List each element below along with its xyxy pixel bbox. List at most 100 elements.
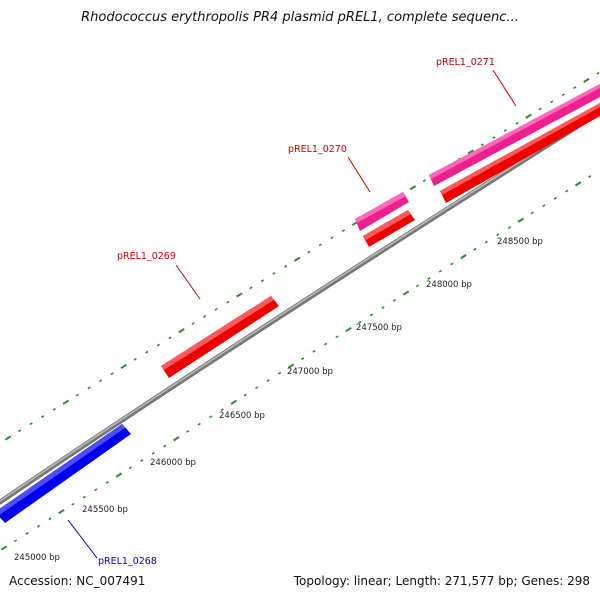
lower-track-tick <box>460 254 467 260</box>
coordinate-label-246000: 246000 bp <box>150 458 196 468</box>
upper-track-tick <box>467 149 474 155</box>
coordinate-label-245500: 245500 bp <box>82 505 128 515</box>
gene-label-pREL1_0268[interactable]: pREL1_0268 <box>98 556 157 567</box>
lower-track-tick <box>438 269 443 273</box>
upper-track-tick <box>226 300 230 304</box>
accession-text: Accession: NC_007491 <box>9 574 146 588</box>
lower-track-tick <box>0 545 8 551</box>
lower-track-tick <box>230 399 237 405</box>
upper-track-tick <box>133 357 137 361</box>
upper-track-tick <box>293 256 301 262</box>
plasmid-backbone <box>0 109 600 505</box>
lower-track-tick <box>565 189 569 193</box>
lower-track-tick <box>71 502 75 506</box>
upper-track-tick <box>409 185 417 191</box>
upper-track-tick <box>41 415 45 418</box>
gene-pREL1_0268[interactable] <box>0 424 131 523</box>
upper-track-tick <box>480 143 484 147</box>
upper-track-tick <box>341 229 346 232</box>
gene-pREL1_0270-red-bar-top <box>363 210 411 240</box>
lower-track-tick <box>553 196 557 200</box>
leader-line-pREL1_0270 <box>347 156 371 193</box>
lower-track-tick <box>517 217 525 223</box>
upper-track-tick <box>178 328 185 334</box>
lower-track-tick <box>335 335 339 339</box>
plasmid-backbone-highlight <box>0 110 600 502</box>
lower-track-tick <box>220 408 224 412</box>
lower-tick-track <box>0 175 592 551</box>
upper-track-tick <box>561 93 565 97</box>
lower-track-tick <box>392 298 397 302</box>
gene-label-pREL1_0269[interactable]: pREL1_0269 <box>117 251 176 262</box>
lower-track-tick <box>140 459 144 462</box>
upper-track-tick <box>538 107 542 111</box>
map-title: Rhodococcus erythropolis PR4 plasmid pRE… <box>81 10 519 25</box>
upper-track-tick <box>168 336 172 340</box>
gene-label-pREL1_0270[interactable]: pREL1_0270 <box>288 144 347 155</box>
gene-pREL1_0268-bar <box>0 424 131 523</box>
lower-track-tick <box>151 451 155 455</box>
lower-track-tick <box>473 247 477 251</box>
upper-track-tick <box>492 136 496 140</box>
upper-track-tick <box>307 250 311 254</box>
lower-track-tick <box>266 379 270 382</box>
upper-track-tick <box>203 315 207 318</box>
gene-pREL1_0270[interactable] <box>355 192 415 247</box>
lower-track-tick <box>186 430 190 433</box>
upper-track-tick <box>120 363 127 370</box>
lower-track-tick <box>36 524 41 528</box>
lower-track-tick <box>496 233 500 237</box>
lower-track-tick <box>381 306 385 310</box>
upper-track-tick <box>330 236 334 240</box>
lower-track-tick <box>427 277 431 280</box>
lower-track-tick <box>105 481 109 484</box>
gene-pREL1_0269[interactable] <box>161 296 279 378</box>
upper-track-tick <box>583 77 590 83</box>
leader-line-pREL1_0268 <box>67 519 98 559</box>
lower-track-tick <box>323 342 328 346</box>
coordinate-label-247000: 247000 bp <box>287 367 333 377</box>
lower-track-tick <box>345 326 352 333</box>
lower-track-tick <box>278 371 282 375</box>
upper-track-tick <box>191 322 195 325</box>
upper-track-tick <box>110 372 114 376</box>
upper-track-tick <box>156 343 161 347</box>
gene-pREL1_0269-bar <box>161 296 279 378</box>
upper-track-tick <box>596 71 600 75</box>
lower-track-tick <box>312 349 316 353</box>
leader-line-pREL1_0269 <box>175 264 201 300</box>
lower-track-tick <box>209 415 213 419</box>
lower-track-tick <box>415 284 420 288</box>
lower-track-tick <box>300 357 305 361</box>
gene-pREL1_0271[interactable] <box>429 84 600 203</box>
upper-track-tick <box>573 86 577 89</box>
lower-track-tick <box>128 466 132 470</box>
upper-track-tick <box>52 408 56 411</box>
gene-pREL1_0270-pink-bar-top <box>355 192 406 223</box>
upper-track-tick <box>214 307 218 311</box>
lower-track-tick <box>13 539 18 543</box>
upper-track-tick <box>98 379 103 383</box>
upper-track-tick <box>515 121 519 125</box>
lower-track-tick <box>287 363 295 369</box>
lower-track-tick <box>542 204 546 208</box>
lower-track-tick <box>574 181 582 187</box>
upper-track-tick <box>75 393 80 397</box>
upper-track-tick <box>525 113 532 119</box>
lower-track-tick <box>358 320 362 324</box>
leader-line-pREL1_0271 <box>492 69 517 107</box>
lower-track-tick <box>484 240 488 244</box>
upper-track-tick <box>29 422 33 426</box>
gene-pREL1_0271-red-bar-top <box>440 103 600 195</box>
lower-track-tick <box>255 386 259 390</box>
upper-track-tick <box>318 243 322 247</box>
gene-label-pREL1_0271[interactable]: pREL1_0271 <box>436 57 495 68</box>
upper-track-tick <box>249 286 253 290</box>
upper-track-tick <box>236 292 243 298</box>
upper-track-tick <box>550 100 554 104</box>
lower-track-tick <box>58 509 65 515</box>
upper-track-tick <box>145 350 149 354</box>
coordinate-label-247500: 247500 bp <box>356 323 402 333</box>
lower-track-tick <box>369 313 374 317</box>
lower-track-tick <box>588 175 592 178</box>
